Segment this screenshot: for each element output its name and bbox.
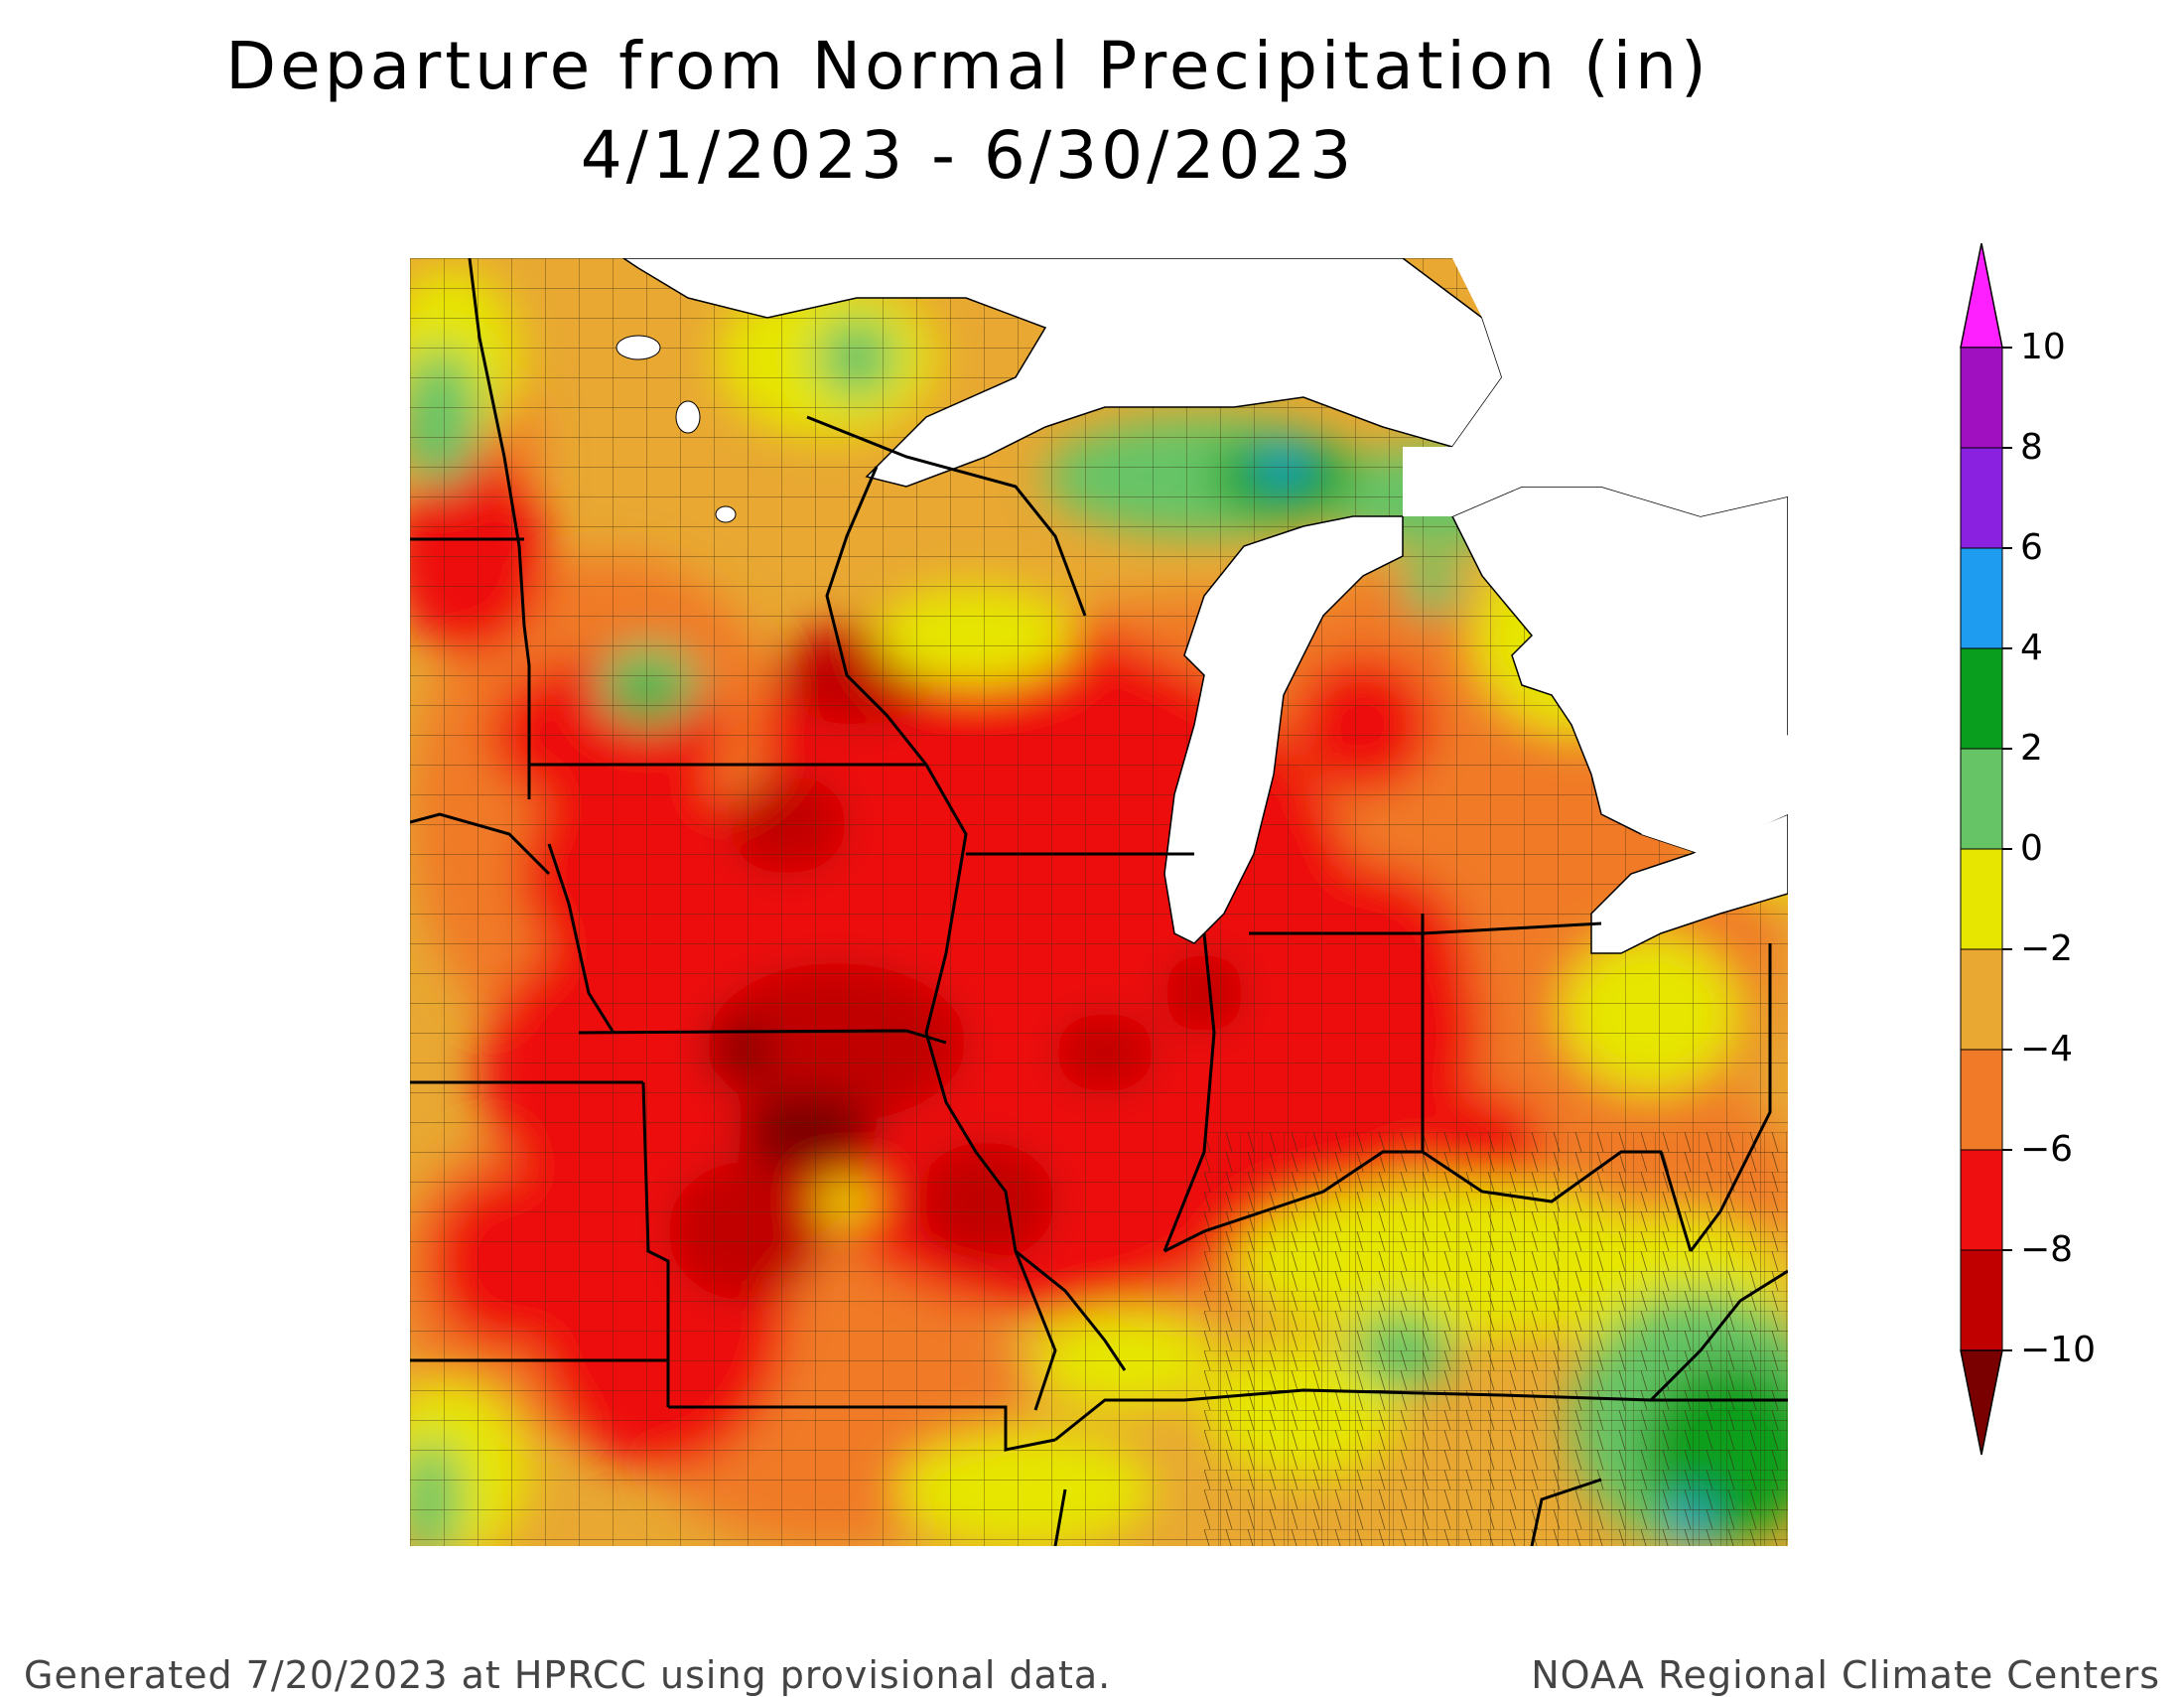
legend-swatch: [1960, 547, 2003, 649]
legend-swatch: [1960, 748, 2003, 850]
lake-michigan: [1163, 515, 1404, 944]
map-title: Departure from Normal Precipitation (in): [225, 28, 1710, 104]
color-scale-legend: [1960, 243, 2012, 1456]
lake-erie: [1590, 813, 1788, 954]
source-credit: NOAA Regional Climate Centers: [1531, 1653, 2160, 1697]
inland-lake: [615, 335, 661, 360]
county-grid-kentucky: [1204, 1132, 1788, 1546]
legend-tick-label: 8: [2020, 427, 2043, 468]
legend-tick-label: 0: [2020, 828, 2043, 869]
legend-swatch: [1960, 848, 2003, 950]
legend-swatch: [1960, 948, 2003, 1051]
legend-swatch: [1960, 1249, 2003, 1351]
legend-tick-label: −2: [2020, 928, 2074, 969]
legend-tick-label: 10: [2020, 327, 2066, 367]
legend-swatch: [1960, 347, 2003, 449]
legend-under-arrow: [1960, 1349, 2003, 1456]
inland-lake: [715, 505, 737, 523]
precipitation-departure-map: [410, 258, 1788, 1546]
generated-note: Generated 7/20/2023 at HPRCC using provi…: [24, 1653, 1112, 1697]
legend-tick-label: −10: [2020, 1330, 2096, 1370]
state-borders: [410, 258, 1788, 1546]
ontario-no-data: [1403, 258, 1788, 516]
legend-tick-label: 2: [2020, 728, 2043, 769]
legend-tick-label: −6: [2020, 1129, 2074, 1170]
legend-swatch: [1960, 447, 2003, 549]
legend-over-arrow: [1960, 243, 2003, 349]
legend-swatch: [1960, 1149, 2003, 1251]
ontario-south-no-data: [1641, 735, 1788, 854]
inland-lake: [675, 400, 701, 434]
legend-tick-label: 6: [2020, 527, 2043, 568]
legend-tick-label: 4: [2020, 628, 2043, 668]
legend-tick-label: −4: [2020, 1029, 2074, 1069]
legend-tick-label: −8: [2020, 1229, 2074, 1270]
lake-superior: [621, 258, 1503, 488]
legend-swatch: [1960, 1049, 2003, 1151]
lake-huron: [1450, 486, 1788, 855]
legend-swatch: [1960, 647, 2003, 750]
date-range-subtitle: 4/1/2023 - 6/30/2023: [580, 117, 1356, 194]
